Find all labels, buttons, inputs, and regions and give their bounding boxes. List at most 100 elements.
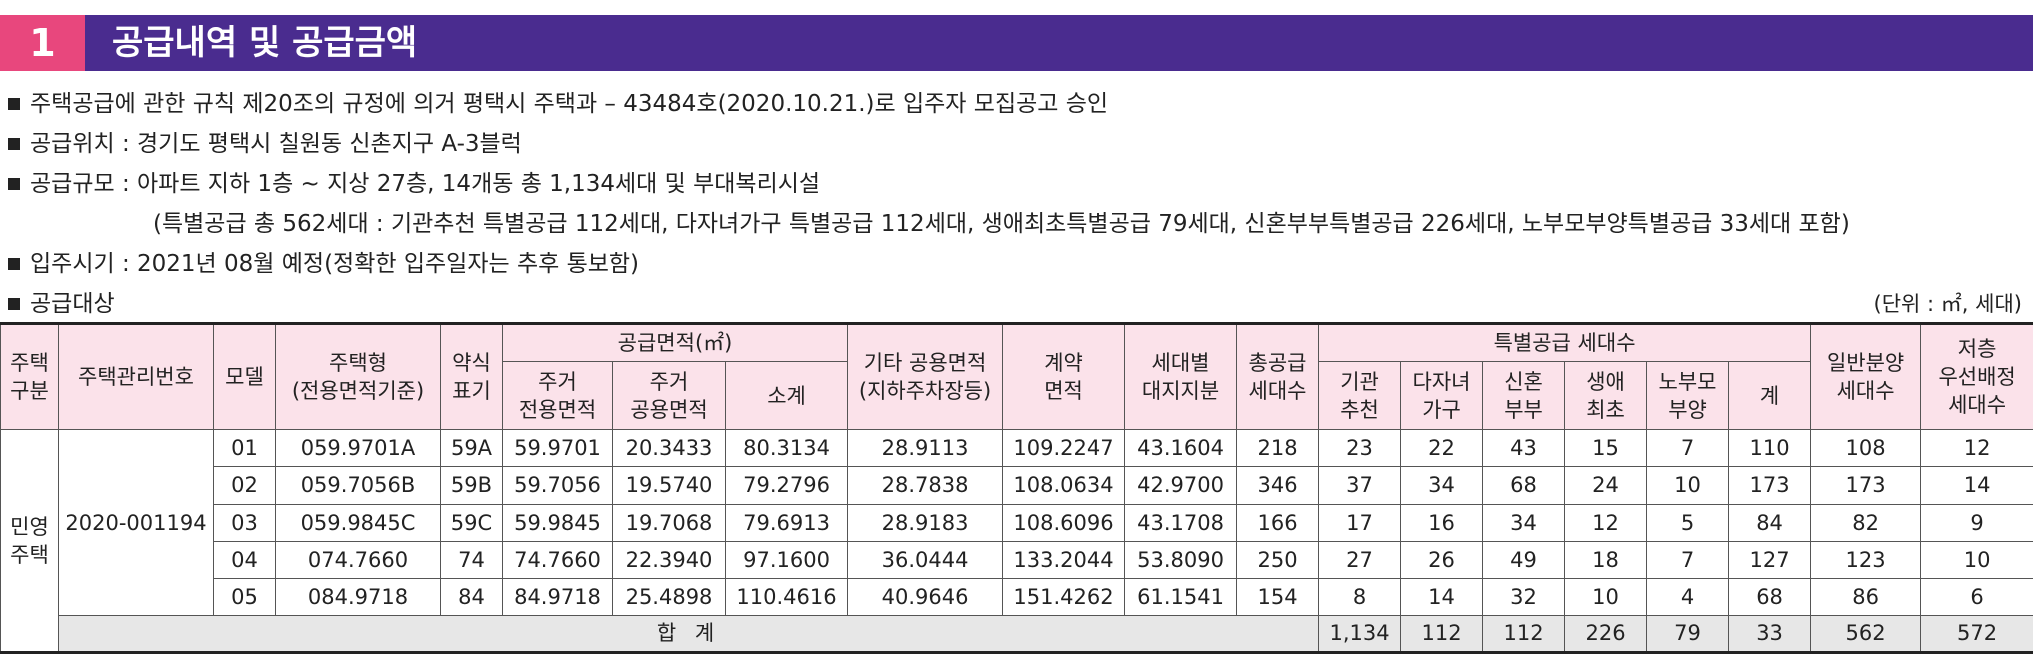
table-cell: 059.9845C <box>275 503 441 542</box>
table-cell: 19.7068 <box>612 503 726 542</box>
table-cell: 19.5740 <box>612 466 726 505</box>
table-cell: 59A <box>440 429 503 468</box>
table-cell: 123 <box>1810 540 1922 579</box>
table-cell: 79.2796 <box>724 466 849 505</box>
table-cell: 25.4898 <box>612 577 726 616</box>
supply-table: 주택 구분 주택관리번호 모델 주택형 (전용면적기준) 약식 표기 공급면적(… <box>0 322 2033 654</box>
total-cell: 112 <box>1400 614 1484 654</box>
table-cell: 37 <box>1318 466 1402 505</box>
table-cell: 108.0634 <box>1002 466 1126 505</box>
table-cell: 7 <box>1646 429 1730 468</box>
section-number: 1 <box>0 15 85 71</box>
table-cell: 14 <box>1920 466 2033 505</box>
table-cell: 59.7056 <box>502 466 613 505</box>
bullet-text: 공급대상 <box>30 291 115 317</box>
header-contract-area: 계약 면적 <box>1002 322 1126 431</box>
table-cell: 127 <box>1728 540 1812 579</box>
table-cell: 133.2044 <box>1002 540 1126 579</box>
header-housing-type: 주택형 (전용면적기준) <box>275 322 441 431</box>
total-cell: 1,134 <box>1318 614 1402 654</box>
table-cell: 23 <box>1318 429 1402 468</box>
table-cell: 166 <box>1236 503 1320 542</box>
bullet-target: 공급대상 (단위 : ㎡, 세대) <box>8 284 2028 324</box>
header-res-exclusive: 주거 전용면적 <box>502 361 613 431</box>
table-cell: 12 <box>1564 503 1648 542</box>
table-cell: 12 <box>1920 429 2033 468</box>
mgmt-number-cell: 2020-001194 <box>58 429 214 616</box>
table-cell: 68 <box>1728 577 1812 616</box>
table-cell: 43.1708 <box>1124 503 1238 542</box>
total-row: 합 계 1,134 112 112 226 79 33 562 572 51 <box>1 614 2033 654</box>
table-cell: 110.4616 <box>724 577 849 616</box>
table-cell: 28.9183 <box>847 503 1004 542</box>
unit-note: (단위 : ㎡, 세대) <box>1873 292 2022 316</box>
table-cell: 4 <box>1646 577 1730 616</box>
table-cell: 03 <box>213 503 276 542</box>
header-subtotal: 소계 <box>724 361 849 431</box>
total-label: 합 계 <box>57 614 1320 654</box>
table-cell: 84 <box>1728 503 1812 542</box>
total-cell: 79 <box>1646 614 1730 654</box>
table-cell: 10 <box>1920 540 2033 579</box>
total-cell: 112 <box>1482 614 1566 654</box>
table-cell: 01 <box>213 429 276 468</box>
bullet-text: 공급위치 : 경기도 평택시 칠원동 신촌지구 A-3블럭 <box>30 131 522 157</box>
bullet-square-icon <box>8 298 20 310</box>
table-cell: 40.9646 <box>847 577 1004 616</box>
bullet-scale: 공급규모 : 아파트 지하 1층 ~ 지상 27층, 14개동 총 1,134세… <box>8 164 2028 204</box>
table-cell: 22.3940 <box>612 540 726 579</box>
table-cell: 74 <box>440 540 503 579</box>
header-total-units: 총공급 세대수 <box>1236 322 1320 431</box>
header-sp-sum: 계 <box>1728 361 1812 431</box>
bullet-movein: 입주시기 : 2021년 08월 예정(정확한 입주일자는 추후 통보함) <box>8 244 2028 284</box>
bullet-special-detail: (특별공급 총 562세대 : 기관추천 특별공급 112세대, 다자녀가구 특… <box>153 211 1850 237</box>
bullet-text: 입주시기 : 2021년 08월 예정(정확한 입주일자는 추후 통보함) <box>30 251 640 277</box>
table-cell: 074.7660 <box>275 540 441 579</box>
table-cell: 49 <box>1482 540 1566 579</box>
header-res-common: 주거 공용면적 <box>612 361 726 431</box>
header-sp-multichild: 다자녀 가구 <box>1400 361 1484 431</box>
table-cell: 61.1541 <box>1124 577 1238 616</box>
total-cell: 562 <box>1810 614 1922 654</box>
total-cell: 226 <box>1564 614 1648 654</box>
table-cell: 97.1600 <box>724 540 849 579</box>
table-row: 02 059.7056B 59B 59.7056 19.5740 79.2796… <box>1 466 2033 505</box>
header-sp-agency: 기관 추천 <box>1318 361 1402 431</box>
bullet-square-icon <box>8 98 20 110</box>
table-cell: 7 <box>1646 540 1730 579</box>
table-row: 03 059.9845C 59C 59.9845 19.7068 79.6913… <box>1 503 2033 542</box>
table-cell: 10 <box>1564 577 1648 616</box>
table-cell: 59B <box>440 466 503 505</box>
table-cell: 10 <box>1646 466 1730 505</box>
header-model: 모델 <box>213 322 276 431</box>
table-cell: 59.9845 <box>502 503 613 542</box>
header-general: 일반분양 세대수 <box>1810 322 1922 431</box>
section-banner: 1 공급내역 및 공급금액 <box>0 15 2033 71</box>
table-cell: 43 <box>1482 429 1566 468</box>
notice-bullets: 주택공급에 관한 규칙 제20조의 규정에 의거 평택시 주택과 – 43484… <box>8 84 2028 324</box>
table-cell: 084.9718 <box>275 577 441 616</box>
table-row: 민영 주택 2020-001194 01 059.9701A 59A 59.97… <box>0 429 2033 653</box>
header-sp-elderly: 노부모 부양 <box>1646 361 1730 431</box>
table-cell: 84.9718 <box>502 577 613 616</box>
table-cell: 42.9700 <box>1124 466 1238 505</box>
table-cell: 20.3433 <box>612 429 726 468</box>
table-cell: 24 <box>1564 466 1648 505</box>
table-cell: 04 <box>213 540 276 579</box>
total-cell: 572 <box>1920 614 2033 654</box>
table-cell: 5 <box>1646 503 1730 542</box>
table-cell: 154 <box>1236 577 1320 616</box>
table-cell: 17 <box>1318 503 1402 542</box>
table-cell: 28.9113 <box>847 429 1004 468</box>
bullet-text: 공급규모 : 아파트 지하 1층 ~ 지상 27층, 14개동 총 1,134세… <box>30 171 821 197</box>
table-cell: 22 <box>1400 429 1484 468</box>
header-abbr: 약식 표기 <box>440 322 503 431</box>
table-cell: 02 <box>213 466 276 505</box>
table-cell: 9 <box>1920 503 2033 542</box>
table-cell: 16 <box>1400 503 1484 542</box>
header-other-common: 기타 공용면적 (지하주차장등) <box>847 322 1004 431</box>
bullet-square-icon <box>8 178 20 190</box>
bullet-square-icon <box>8 258 20 270</box>
header-mgmt-no: 주택관리번호 <box>58 322 214 431</box>
table-cell: 34 <box>1400 466 1484 505</box>
